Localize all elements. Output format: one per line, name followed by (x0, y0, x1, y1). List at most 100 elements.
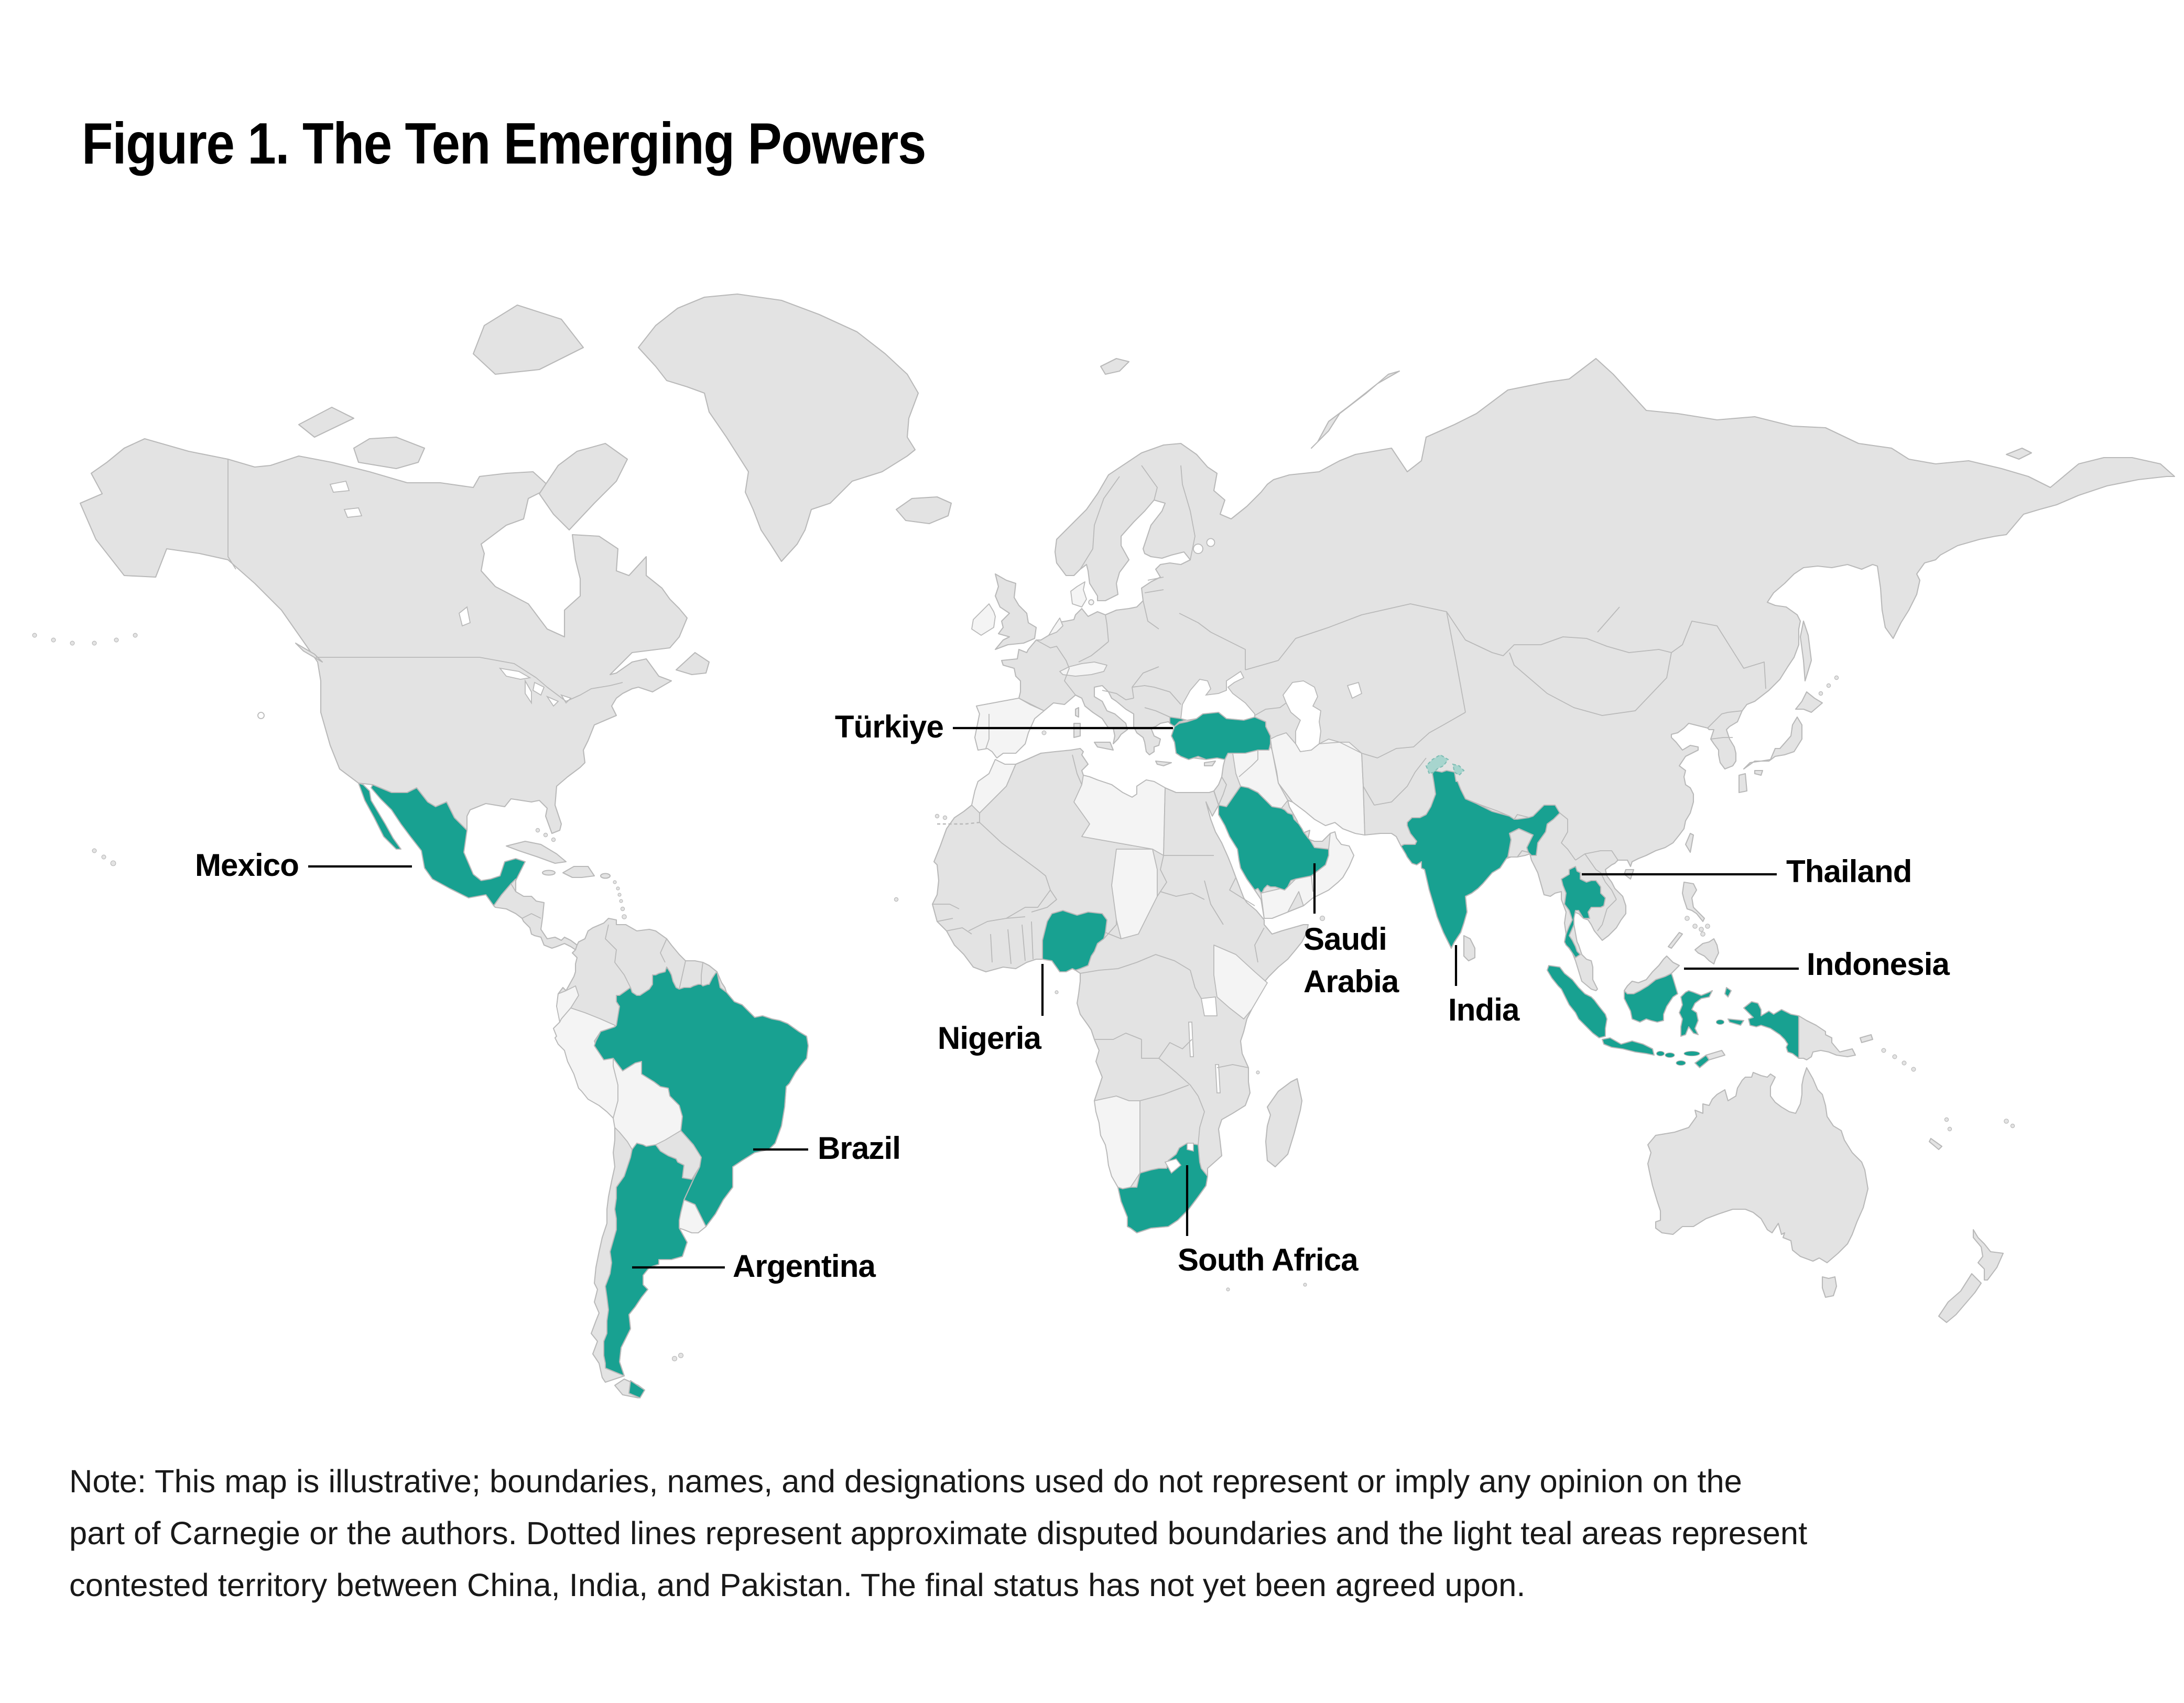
comoros (1256, 1070, 1260, 1075)
new-zealand-north (1972, 1229, 2004, 1281)
country-argentina (603, 1142, 701, 1377)
cuba (505, 840, 567, 864)
label-nigeria: Nigeria (937, 1022, 1041, 1057)
japan-honshu (1743, 716, 1803, 770)
palawan (1667, 931, 1683, 949)
namibia (1094, 1095, 1140, 1189)
canary-islands-2 (942, 815, 948, 820)
leader-lines (308, 726, 1799, 1269)
label-mexico: Mexico (194, 849, 299, 884)
tasmania (1821, 1276, 1838, 1298)
great-bear-lake (329, 480, 350, 493)
colombia-venezuela-border (605, 924, 631, 988)
novaya-zemlya (1310, 370, 1400, 449)
prince-edward-islands (1226, 1287, 1230, 1292)
chad (1111, 849, 1158, 939)
mindanao (1694, 938, 1720, 965)
baja-california (357, 782, 402, 850)
label-brazil: Brazil (818, 1132, 901, 1167)
lake-malawi (1215, 1064, 1221, 1093)
lake-michigan (525, 679, 532, 704)
country-thailand (1560, 865, 1606, 959)
flores (1683, 1050, 1700, 1057)
falkland-islands (671, 1355, 678, 1362)
western-sahara-dotted-border (937, 821, 980, 825)
honduras-border (521, 913, 541, 919)
great-salt-lake (257, 712, 265, 719)
victoria-island (353, 436, 426, 470)
crozet-islands (1303, 1283, 1307, 1287)
lake-huron (532, 681, 545, 696)
great-slave-lake (343, 507, 363, 518)
bahamas (535, 828, 556, 842)
note-line-3: contested territory between China, India… (69, 1568, 1526, 1604)
lake-victoria (1200, 996, 1218, 1016)
turkiye-thrace (1169, 716, 1187, 728)
disputed-kashmir-west (1425, 754, 1449, 775)
americas-landmass (32, 304, 809, 1399)
lake-superior (498, 667, 531, 680)
buru (1715, 1019, 1725, 1025)
libya (1073, 775, 1166, 856)
philippines-luzon (1681, 881, 1705, 923)
country-mexico (370, 784, 526, 907)
peru (553, 1007, 618, 1119)
sumba (1676, 1060, 1686, 1066)
hawaiian-islands (92, 848, 116, 866)
falkland-islands-east (678, 1352, 684, 1359)
yemen-oman-border (1311, 875, 1313, 892)
lake-winnipeg (458, 606, 471, 627)
country-india (1400, 769, 1561, 949)
africa-borders (932, 754, 1265, 1145)
country-turkiye (1170, 711, 1272, 761)
label-thailand: Thailand (1786, 855, 1912, 890)
new-britain (1859, 1034, 1874, 1044)
seram (1727, 1018, 1745, 1026)
country-nigeria (1041, 909, 1108, 973)
new-caledonia (1928, 1137, 1943, 1151)
socotra (1319, 915, 1325, 921)
kuril-islands (1818, 675, 1839, 696)
greenland (637, 293, 919, 562)
halmahera (1724, 986, 1732, 998)
indonesia-papua (1743, 1001, 1800, 1059)
suriname-borders (679, 960, 686, 990)
disputed-aksai-chin (1452, 763, 1465, 776)
asia-borders (1218, 603, 1766, 931)
zealand-island (1088, 599, 1094, 605)
figure-note: Note: This map is illustrative; boundari… (69, 1456, 1807, 1612)
lake-tanganyika (1188, 1022, 1194, 1057)
wrangel-island (2005, 447, 2033, 460)
newfoundland (675, 652, 710, 676)
great-britain (994, 573, 1037, 650)
iceland (895, 496, 952, 525)
caspian-sea (1282, 680, 1321, 752)
us-canada-border (316, 657, 623, 702)
label-indonesia: Indonesia (1807, 948, 1950, 983)
japan-hokkaido (1795, 691, 1823, 713)
sardinia (1073, 722, 1081, 739)
label-saudi-arabia: Saudi Arabia (1303, 923, 1399, 1000)
lake-baikal (1597, 606, 1620, 633)
japan-shikoku (1754, 769, 1764, 776)
lake-onega (1206, 538, 1215, 547)
lombok-sumbawa (1665, 1052, 1675, 1058)
guyana-borders (660, 938, 667, 963)
bangladesh (1507, 828, 1534, 858)
central-america-borders (510, 883, 516, 892)
balearic-islands (1041, 730, 1047, 735)
portugal-spain-border (985, 714, 990, 749)
label-india: India (1448, 994, 1519, 1028)
denmark (1070, 581, 1087, 608)
indonesia-java (1601, 1037, 1655, 1056)
hispaniola (562, 865, 595, 878)
taiwan (1685, 832, 1694, 853)
lesser-antilles (613, 880, 627, 919)
canary-islands (935, 813, 940, 819)
sicily (1093, 741, 1114, 751)
europe-borders (1018, 465, 1246, 718)
corsica (1074, 707, 1080, 718)
visayas (1685, 916, 1710, 937)
vanuatu-fiji (1944, 1117, 2015, 1132)
